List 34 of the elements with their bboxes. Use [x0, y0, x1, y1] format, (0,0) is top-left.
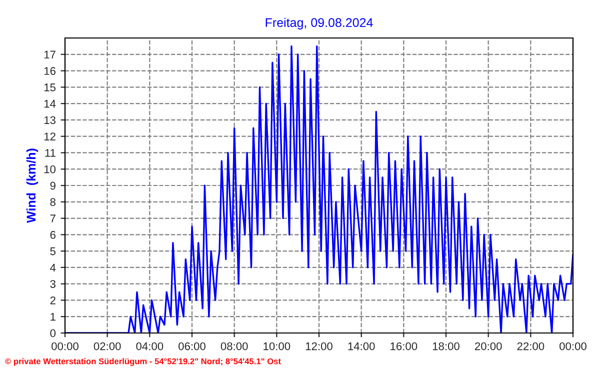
x-tick-label: 16:00 — [390, 342, 418, 350]
y-tick-label: 5 — [50, 247, 56, 256]
y-axis-title: Wind (km/h) — [26, 148, 38, 223]
x-tick-label: 04:00 — [136, 342, 164, 350]
y-tick-label: 16 — [44, 67, 56, 75]
y-tick-label: 1 — [50, 312, 56, 321]
y-tick-label: 8 — [50, 198, 56, 206]
x-tick-label: 02:00 — [94, 342, 121, 350]
x-tick-label: 00:00 — [560, 342, 586, 350]
y-tick-label: 12 — [44, 132, 56, 140]
x-tick-label: 14:00 — [348, 342, 375, 350]
x-tick-label: 22:00 — [517, 342, 544, 350]
x-tick-label: 08:00 — [220, 342, 248, 350]
x-tick-label: 20:00 — [474, 342, 502, 350]
x-tick-label: 00:00 — [52, 342, 78, 350]
y-tick-label: 4 — [50, 264, 56, 272]
chart-title: Freitag, 09.08.2024 — [266, 18, 373, 30]
y-tick-label: 7 — [50, 214, 56, 222]
x-tick-label: 18:00 — [432, 342, 460, 350]
text: © private Wetterstation Süderlügum - 54°52'19.2" Nord; 8°54'45.1" Ost — [5, 358, 281, 366]
x-tick-label: 12:00 — [306, 342, 332, 350]
y-tick-label: 9 — [50, 182, 56, 190]
y-tick-label: 15 — [44, 84, 56, 92]
y-tick-label: 2 — [50, 296, 56, 304]
y-tick-label: 14 — [44, 100, 56, 108]
y-tick-label: 6 — [50, 230, 56, 239]
x-tick-label: 06:00 — [178, 342, 206, 350]
y-tick-label: 3 — [50, 280, 56, 288]
x-tick-label: 10:00 — [264, 342, 290, 350]
y-tick-label: 13 — [44, 116, 56, 124]
y-tick-label: 10 — [44, 165, 56, 174]
y-tick-label: 11 — [45, 149, 56, 157]
y-tick-label: 17 — [44, 50, 56, 58]
y-tick-label: 0 — [50, 329, 56, 338]
